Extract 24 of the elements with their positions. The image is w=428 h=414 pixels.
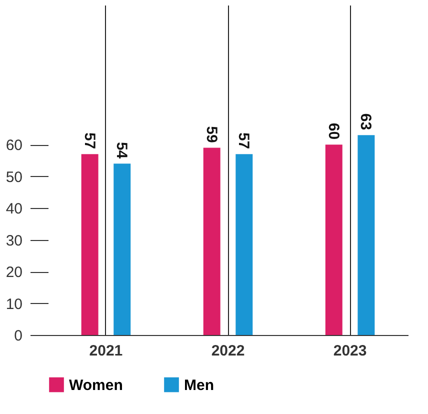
x-tick-label: 2022 bbox=[211, 342, 245, 360]
x-tick-label: 2023 bbox=[333, 342, 367, 360]
bar bbox=[358, 135, 375, 335]
legend-label: Women bbox=[69, 376, 123, 394]
y-tick-label: 0 bbox=[14, 328, 22, 344]
y-tick-label: 50 bbox=[6, 168, 22, 186]
data-label: 57 bbox=[80, 132, 98, 150]
y-tick-label: 20 bbox=[6, 264, 22, 282]
data-label: 59 bbox=[202, 126, 220, 143]
y-tick-label: 40 bbox=[6, 200, 22, 218]
legend-label: Men bbox=[184, 376, 214, 394]
bar bbox=[236, 154, 253, 335]
data-label: 54 bbox=[113, 142, 130, 160]
bar bbox=[325, 144, 342, 335]
y-tick-label: 60 bbox=[6, 137, 22, 154]
x-tick-label: 2021 bbox=[89, 342, 123, 360]
y-tick-label: 10 bbox=[6, 296, 22, 313]
data-label: 63 bbox=[357, 113, 374, 130]
data-label: 60 bbox=[324, 122, 342, 140]
bar bbox=[114, 164, 131, 335]
bar bbox=[81, 154, 98, 335]
y-tick-label: 30 bbox=[6, 232, 22, 250]
data-label: 57 bbox=[235, 132, 252, 150]
bar bbox=[203, 148, 220, 335]
